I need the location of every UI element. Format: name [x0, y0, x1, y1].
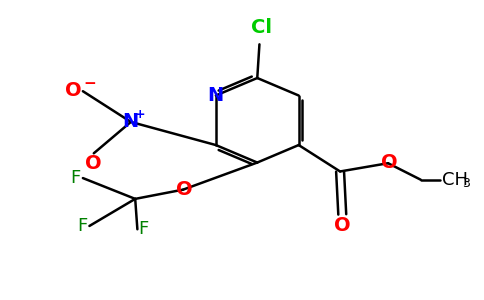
Text: +: + — [135, 109, 145, 122]
Text: CH: CH — [442, 171, 469, 189]
Text: N: N — [123, 112, 139, 131]
Text: 3: 3 — [462, 177, 470, 190]
Text: O: O — [381, 153, 397, 172]
Text: F: F — [77, 217, 88, 235]
Text: F: F — [138, 220, 149, 238]
Text: O: O — [86, 154, 102, 173]
Text: O: O — [65, 81, 82, 100]
Text: O: O — [334, 216, 350, 236]
Text: N: N — [208, 86, 224, 105]
Text: O: O — [176, 180, 193, 199]
Text: F: F — [71, 169, 81, 187]
Text: −: − — [83, 76, 96, 91]
Text: Cl: Cl — [251, 18, 272, 38]
